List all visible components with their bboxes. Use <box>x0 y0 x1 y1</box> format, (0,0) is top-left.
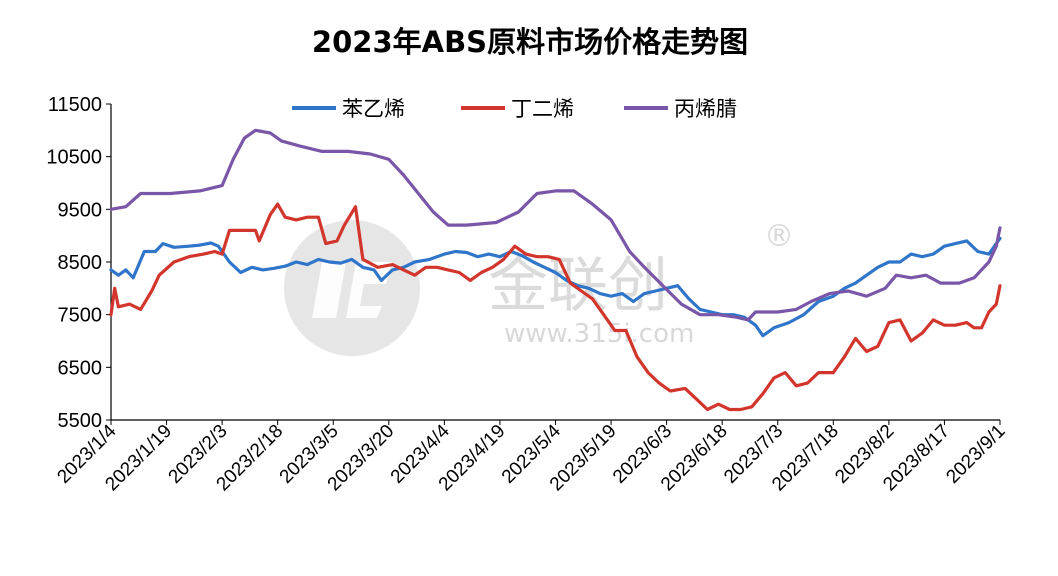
y-tick-label: 7500 <box>58 305 103 327</box>
y-tick-label: 11500 <box>48 94 102 116</box>
legend-label-1: 苯乙烯 <box>342 97 405 121</box>
legend-label-2: 丁二烯 <box>511 97 574 121</box>
legend: 苯乙烯 丁二烯 丙烯腈 <box>292 97 737 121</box>
series-line-1 <box>109 236 1002 338</box>
y-tick-label: 5500 <box>58 410 103 432</box>
watermark-logo-mark <box>312 262 392 318</box>
x-axis-ticks: 2023/1/42023/1/192023/2/32023/2/182023/3… <box>53 420 1010 495</box>
series-layer <box>109 128 1002 412</box>
y-tick-label: 8500 <box>58 252 103 274</box>
chart-title: 2023年ABS原料市场价格走势图 <box>312 25 748 59</box>
y-axis-ticks: 11500 10500 9500 8500 7500 6500 5500 <box>46 94 111 432</box>
watermark-url: www.315i.com <box>504 319 694 349</box>
y-tick-label: 6500 <box>58 357 103 379</box>
watermark-registered-mark: ® <box>764 219 794 254</box>
y-tick-label: 9500 <box>58 199 103 221</box>
y-tick-label: 10500 <box>46 147 102 169</box>
series-line-3 <box>109 128 1002 322</box>
series-line-2 <box>109 202 1002 412</box>
x-tick-label: 2023/9/1 <box>942 421 1009 488</box>
legend-label-3: 丙烯腈 <box>674 97 737 121</box>
